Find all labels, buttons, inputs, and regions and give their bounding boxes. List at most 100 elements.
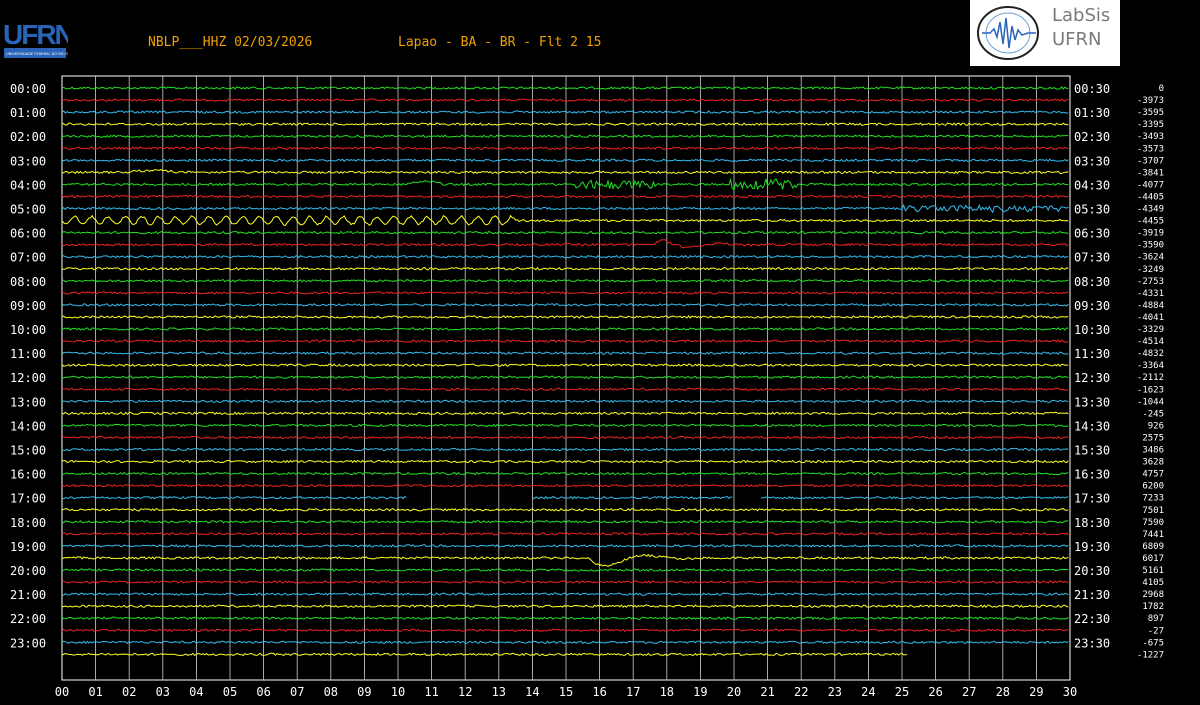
half-hour-label: 16:30 — [1074, 468, 1110, 482]
hour-label: 21:00 — [10, 588, 46, 602]
offset-axis: 0 -3973 -3595 -3395 -3493 -3573 -3707 -3841 -407… — [1137, 84, 1164, 660]
half-hour-label: 05:30 — [1074, 203, 1110, 217]
minute-tick-label: 29 — [1029, 685, 1043, 699]
offset-label: -4077 — [1137, 180, 1164, 190]
trace-line — [61, 194, 1069, 199]
offset-label: -3573 — [1137, 144, 1164, 154]
hour-label: 20:00 — [10, 564, 46, 578]
minute-tick-label: 26 — [928, 685, 942, 699]
minute-tick-label: 25 — [895, 685, 909, 699]
trace-line — [61, 134, 1069, 139]
half-hour-label: 02:30 — [1074, 130, 1110, 144]
hour-label: 07:00 — [10, 251, 46, 265]
offset-label: 7590 — [1142, 518, 1164, 528]
offset-label: 3628 — [1142, 458, 1164, 468]
trace-line — [61, 110, 1069, 114]
minute-tick-label: 21 — [760, 685, 774, 699]
hour-label: 01:00 — [10, 106, 46, 120]
trace-line — [61, 146, 1069, 150]
trace-line — [61, 254, 1069, 259]
hour-label: 03:00 — [10, 154, 46, 168]
ufrn-text: UFRN — [1052, 29, 1102, 50]
offset-label: 2968 — [1142, 590, 1164, 600]
trace-line — [61, 532, 1069, 536]
half-hour-label: 00:30 — [1074, 82, 1110, 96]
half-hour-label: 14:30 — [1074, 419, 1110, 433]
trace-line — [61, 568, 1069, 572]
location-header: Lapao - BA - BR - Flt 2 15 — [398, 35, 602, 50]
minute-tick-label: 04 — [189, 685, 203, 699]
minute-tick-label: 05 — [223, 685, 237, 699]
offset-label: -3395 — [1137, 120, 1164, 130]
half-hour-label: 13:30 — [1074, 395, 1110, 409]
trace-line — [61, 387, 1069, 392]
offset-label: -3493 — [1137, 132, 1164, 142]
half-hour-label: 11:30 — [1074, 347, 1110, 361]
offset-label: 7233 — [1142, 494, 1164, 504]
hour-label: 13:00 — [10, 395, 46, 409]
svg-text:UNIVERSIDADE FEDERAL DO RIO GR: UNIVERSIDADE FEDERAL DO RIO GRANDE DO NO… — [6, 52, 68, 56]
labsis-text: LabSis — [1052, 5, 1111, 26]
right-time-axis: 00:30 01:30 02:30 03:30 04:30 05:30 06:30 07:30… — [1074, 82, 1110, 650]
hour-label: 04:00 — [10, 178, 46, 192]
minute-tick-label: 09 — [357, 685, 371, 699]
trace-line — [61, 315, 1069, 319]
offset-label: -675 — [1142, 638, 1164, 648]
hour-label: 15:00 — [10, 444, 46, 458]
minute-tick-label: 10 — [391, 685, 405, 699]
offset-label: -4514 — [1137, 337, 1164, 347]
minute-tick-label: 16 — [592, 685, 606, 699]
minute-tick-label: 18 — [660, 685, 674, 699]
offset-label: -27 — [1148, 626, 1164, 636]
trace-line — [61, 652, 908, 657]
offset-label: -3841 — [1137, 168, 1164, 178]
offset-label: 7441 — [1142, 530, 1164, 540]
trace-line — [61, 544, 1069, 548]
offset-label: 0 — [1159, 84, 1164, 94]
minute-tick-label: 22 — [794, 685, 808, 699]
trace-line — [61, 483, 1069, 488]
half-hour-label: 08:30 — [1074, 275, 1110, 289]
minute-tick-label: 15 — [559, 685, 573, 699]
minute-tick-label: 20 — [727, 685, 741, 699]
trace-line — [61, 86, 1069, 90]
minute-tick-label: 24 — [861, 685, 875, 699]
offset-label: -3973 — [1137, 96, 1164, 106]
minute-tick-label: 06 — [256, 685, 270, 699]
hour-label: 23:00 — [10, 636, 46, 650]
trace-line — [61, 580, 1069, 584]
hour-label: 11:00 — [10, 347, 46, 361]
offset-label: -1227 — [1137, 650, 1164, 660]
minute-tick-label: 30 — [1063, 685, 1077, 699]
labsis-logo: LabSis UFRN — [970, 0, 1120, 66]
hour-label: 12:00 — [10, 371, 46, 385]
offset-label: 6809 — [1142, 542, 1164, 552]
trace-line — [61, 628, 1069, 633]
offset-label: -2753 — [1137, 277, 1164, 287]
half-hour-label: 10:30 — [1074, 323, 1110, 337]
half-hour-label: 09:30 — [1074, 299, 1110, 313]
offset-label: -3590 — [1137, 241, 1164, 251]
left-time-axis: 00:00 01:00 02:00 03:00 04:00 05:00 06:00 07:00… — [10, 82, 46, 650]
half-hour-label: 03:30 — [1074, 154, 1110, 168]
trace-line — [61, 553, 1069, 567]
trace-line — [61, 291, 1069, 295]
offset-label: 3486 — [1142, 446, 1164, 456]
trace-line — [61, 435, 1069, 440]
offset-label: -4041 — [1137, 313, 1164, 323]
half-hour-label: 20:30 — [1074, 564, 1110, 578]
trace-line — [61, 239, 1069, 249]
offset-label: -4832 — [1137, 349, 1164, 359]
half-hour-label: 15:30 — [1074, 444, 1110, 458]
hour-label: 17:00 — [10, 492, 46, 506]
offset-label: -3919 — [1137, 229, 1164, 239]
hour-label: 05:00 — [10, 203, 46, 217]
trace-line — [61, 169, 1069, 175]
hour-label: 10:00 — [10, 323, 46, 337]
offset-label: -3707 — [1137, 156, 1164, 166]
offset-label: -4455 — [1137, 217, 1164, 227]
trace-line — [61, 495, 407, 500]
trace-line — [61, 203, 1069, 214]
trace-line — [61, 375, 1069, 379]
trace-line — [62, 423, 1069, 428]
